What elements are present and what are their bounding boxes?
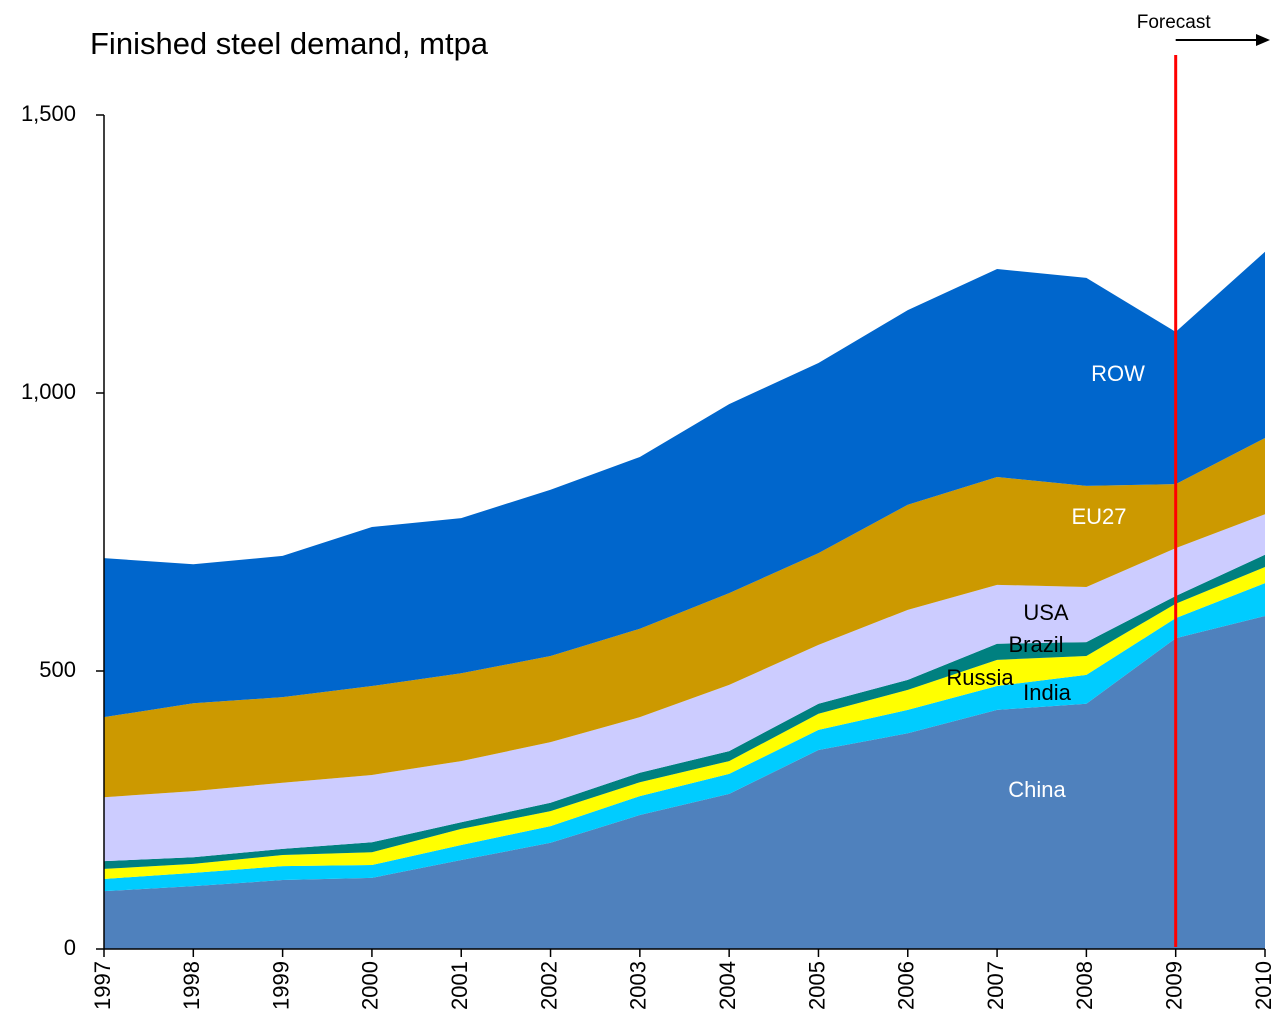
x-tick-label: 2005 — [804, 961, 829, 1010]
x-tick-label: 1997 — [90, 961, 115, 1010]
area-band — [104, 438, 1265, 798]
y-tick-label: 0 — [64, 935, 76, 960]
series-label: USA — [1023, 600, 1069, 625]
x-tick-label: 2010 — [1251, 961, 1271, 1010]
series-label: EU27 — [1071, 504, 1126, 529]
forecast-label: Forecast — [1137, 12, 1212, 33]
x-tick-label: 2004 — [715, 961, 740, 1010]
forecast-arrowhead — [1256, 34, 1270, 46]
x-tick-label: 2001 — [447, 961, 472, 1010]
y-tick-label: 500 — [39, 657, 76, 682]
series-label: Brazil — [1008, 632, 1063, 657]
series-label: India — [1023, 680, 1071, 705]
series-label: ROW — [1091, 361, 1145, 386]
area-band — [104, 615, 1265, 949]
x-tick-label: 2003 — [626, 961, 651, 1010]
x-tick-label: 1999 — [268, 961, 293, 1010]
area-band — [104, 514, 1265, 862]
x-tick-label: 2006 — [894, 961, 919, 1010]
x-tick-label: 2007 — [983, 961, 1008, 1010]
area-band — [104, 251, 1265, 718]
y-tick-label: 1,000 — [21, 379, 76, 404]
x-tick-label: 2009 — [1162, 961, 1187, 1010]
x-tick-label: 2000 — [358, 961, 383, 1010]
chart-title: Finished steel demand, mtpa — [90, 26, 489, 61]
x-tick-label: 2002 — [536, 961, 561, 1010]
x-tick-label: 2008 — [1072, 961, 1097, 1010]
series-label: China — [1008, 777, 1066, 802]
series-label: Russia — [946, 665, 1014, 690]
x-tick-label: 1998 — [179, 961, 204, 1010]
y-tick-label: 1,500 — [21, 101, 76, 126]
